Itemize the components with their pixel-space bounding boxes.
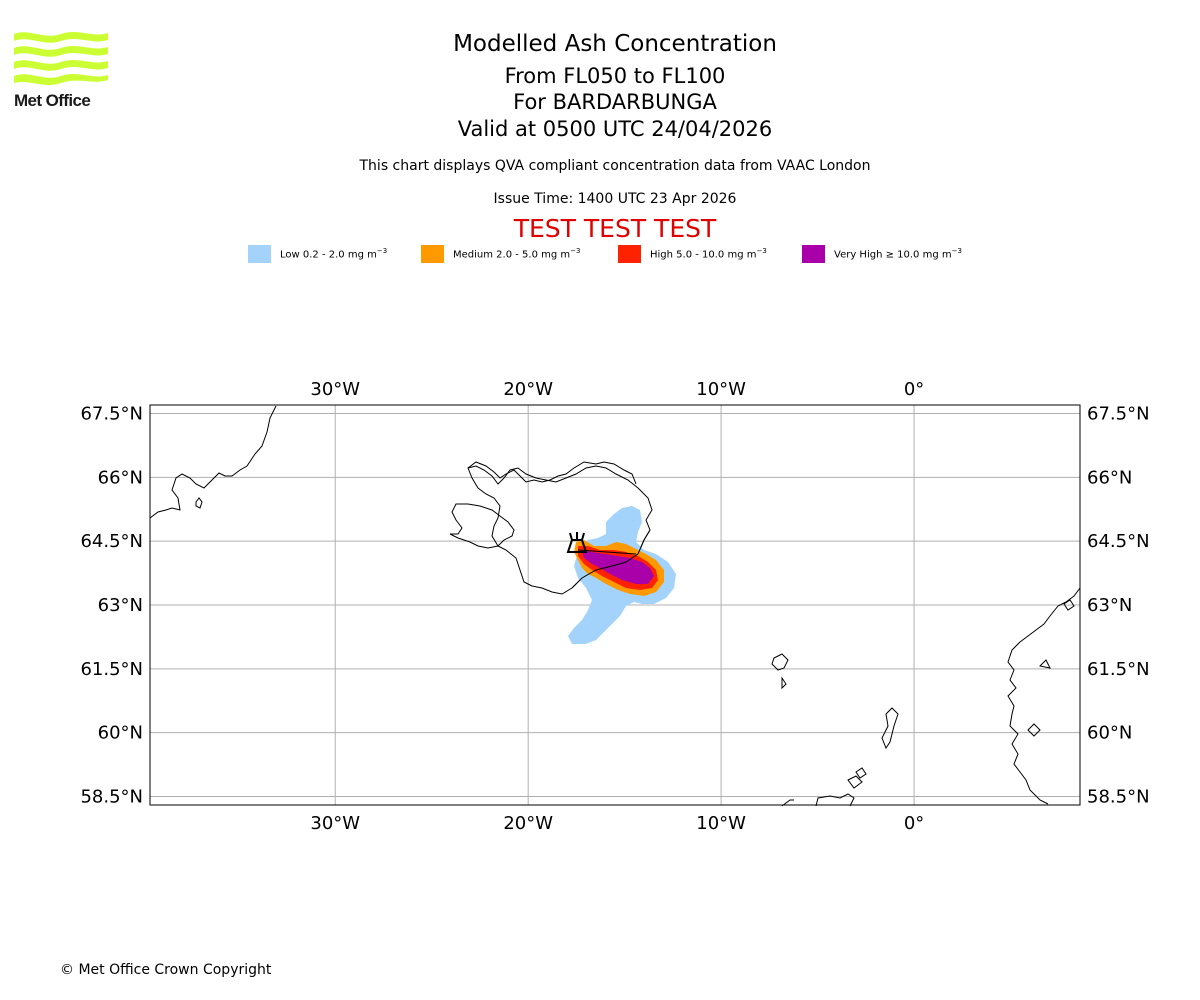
lat-labels-left: 67.5°N 66°N 64.5°N 63°N 61.5°N 60°N 58.5°N — [80, 404, 143, 808]
lat-label: 60°N — [1087, 723, 1132, 744]
shetland-islands — [881, 707, 899, 750]
iceland-north — [467, 461, 637, 485]
chart-title: Modelled Ash Concentration — [453, 31, 777, 57]
lat-label: 63°N — [98, 595, 143, 616]
legend-label-low: Low 0.2 - 2.0 mg m−3 — [280, 247, 388, 261]
ash-line — [577, 549, 637, 555]
orkney-islands — [847, 767, 867, 789]
ash-area-very-high — [582, 550, 654, 584]
legend-label-very-high: Very High ≥ 10.0 mg m−3 — [834, 247, 962, 261]
lat-label: 60°N — [98, 723, 143, 744]
lat-label: 66°N — [98, 467, 143, 488]
lon-label: 30°W — [310, 379, 360, 400]
iceland-coast — [449, 465, 653, 595]
volcano-icon — [566, 532, 588, 553]
scotland-coast — [781, 793, 855, 807]
greenland-coast — [149, 405, 277, 519]
map-frame — [149, 404, 1081, 806]
lat-labels-right: 67.5°N 66°N 64.5°N 63°N 61.5°N 60°N 58.5°N — [1087, 404, 1150, 808]
ash-map: 30°W 20°W 10°W 0° 30°W 20°W 10°W 0° 67.5°N 66°N… — [80, 379, 1150, 834]
valid-time: Valid at 0500 UTC 24/04/2026 — [457, 117, 773, 141]
lon-label: 20°W — [503, 379, 553, 400]
met-office-logo — [14, 32, 108, 85]
lon-labels-bottom: 30°W 20°W 10°W 0° — [310, 813, 924, 834]
lat-label: 58.5°N — [1087, 786, 1150, 807]
coastlines — [149, 405, 1081, 807]
lon-labels-top: 30°W 20°W 10°W 0° — [310, 379, 924, 400]
lon-label: 10°W — [696, 813, 746, 834]
legend-item-high: High 5.0 - 10.0 mg m−3 — [618, 244, 767, 264]
map-gridlines — [150, 405, 1080, 805]
legend-label-medium: Medium 2.0 - 5.0 mg m−3 — [453, 247, 581, 261]
qva-note: This chart displays QVA compliant concen… — [359, 158, 871, 174]
faroe-islands — [771, 653, 789, 690]
legend-swatch-medium — [421, 245, 444, 263]
legend-item-very-high: Very High ≥ 10.0 mg m−3 — [802, 244, 962, 264]
legend-swatch-low — [248, 245, 271, 263]
lat-label: 64.5°N — [80, 531, 143, 552]
lat-label: 67.5°N — [1087, 404, 1150, 425]
lon-label: 0° — [904, 813, 924, 834]
lat-label: 61.5°N — [80, 659, 143, 680]
legend: Low 0.2 - 2.0 mg m−3 Medium 2.0 - 5.0 mg… — [0, 244, 1200, 264]
lat-label: 63°N — [1087, 595, 1132, 616]
norway-islands — [1027, 599, 1075, 737]
flight-levels: From FL050 to FL100 — [504, 64, 726, 88]
lon-label: 0° — [904, 379, 924, 400]
lat-label: 67.5°N — [80, 404, 143, 425]
lat-label: 66°N — [1087, 467, 1132, 488]
logo-text: Met Office — [14, 91, 91, 110]
lon-label: 10°W — [696, 379, 746, 400]
lon-label: 20°W — [503, 813, 553, 834]
iceland-coast-overlay — [571, 529, 651, 589]
ash-contours — [566, 506, 676, 644]
legend-label-high: High 5.0 - 10.0 mg m−3 — [650, 247, 767, 261]
copyright: © Met Office Crown Copyright — [60, 962, 272, 978]
test-banner: TEST TEST TEST — [513, 214, 717, 243]
legend-item-low: Low 0.2 - 2.0 mg m−3 — [248, 244, 387, 264]
legend-swatch-very-high — [802, 245, 825, 263]
lat-label: 64.5°N — [1087, 531, 1150, 552]
lon-label: 30°W — [310, 813, 360, 834]
lat-label: 61.5°N — [1087, 659, 1150, 680]
legend-item-medium: Medium 2.0 - 5.0 mg m−3 — [421, 244, 580, 264]
legend-swatch-high — [618, 245, 641, 263]
volcano-name: For BARDARBUNGA — [513, 90, 717, 114]
norway-coast — [1007, 587, 1081, 805]
lat-label: 58.5°N — [80, 786, 143, 807]
greenland-island — [195, 497, 203, 509]
issue-time: Issue Time: 1400 UTC 23 Apr 2026 — [493, 191, 737, 207]
